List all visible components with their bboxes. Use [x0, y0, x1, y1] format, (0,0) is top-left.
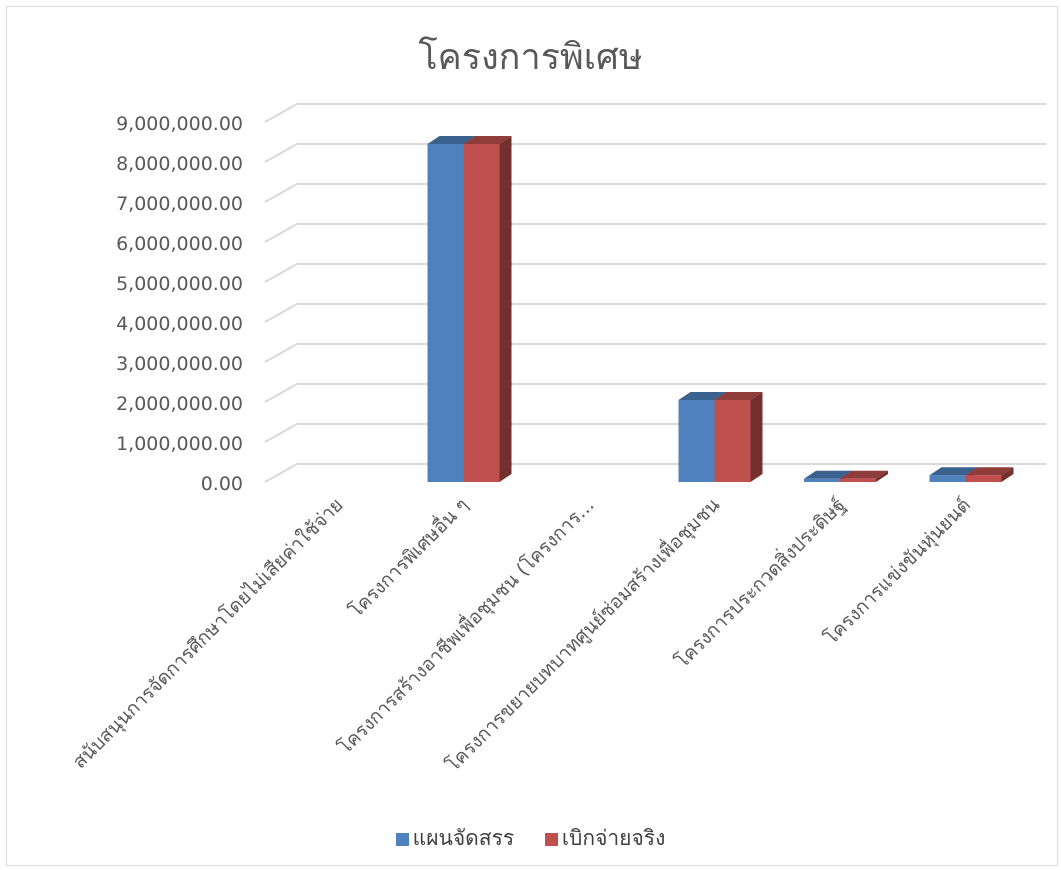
y-tick-label: 7,000,000.00 — [116, 193, 243, 215]
bar-top — [929, 467, 978, 476]
y-tick-label: 6,000,000.00 — [116, 233, 243, 255]
bar-top — [678, 392, 727, 400]
legend-item-plan: แผนจัดสรร — [395, 822, 515, 855]
bar-top — [463, 136, 512, 144]
bar — [840, 478, 876, 482]
gridline-side — [264, 463, 298, 483]
bar — [714, 400, 751, 482]
bar-side — [1001, 467, 1014, 482]
legend-swatch-plan — [395, 833, 409, 846]
bar-top — [427, 136, 476, 144]
x-tick-label: โครงการสร้างอาชีพเพื่อชุมชน (โครงการ... — [332, 492, 599, 759]
gridline-side — [264, 383, 298, 403]
y-tick-label: 1,000,000.00 — [116, 433, 243, 455]
y-tick-label: 2,000,000.00 — [116, 393, 243, 415]
gridline-side — [264, 423, 298, 443]
x-tick-label: โครงการแข่งขันหุ่นยนต์ — [819, 493, 975, 649]
y-tick-label: 4,000,000.00 — [116, 313, 243, 335]
bar — [804, 478, 840, 482]
bar-top — [840, 470, 888, 479]
bar — [965, 475, 1002, 482]
y-tick-label: 5,000,000.00 — [116, 273, 243, 295]
gridline-side — [264, 303, 298, 323]
gridline-side — [264, 223, 298, 243]
gridline-side — [264, 263, 298, 283]
legend-item-actual: เบิกจ่ายจริง — [544, 822, 666, 855]
legend-label-actual: เบิกจ่ายจริง — [561, 826, 666, 850]
bar — [678, 400, 715, 482]
y-tick-label: 3,000,000.00 — [116, 353, 243, 375]
legend-swatch-actual — [544, 833, 558, 846]
legend-label-plan: แผนจัดสรร — [412, 826, 515, 850]
x-tick-label: สนับสนุนการจัดการศึกษาโดยไม่เสียค่าใช้จ่… — [68, 493, 348, 773]
bar-side — [499, 136, 512, 482]
x-tick-label: โครงการขยายบทบาทศูนย์ซ่อมสร้างเพื่อชุมชน — [440, 492, 725, 777]
x-tick-label: โครงการพิเศษอื่น ๆ — [343, 492, 473, 622]
bar — [929, 475, 966, 482]
gridline-side — [264, 143, 298, 163]
bar-top — [965, 467, 1014, 476]
bar-top — [804, 470, 852, 479]
y-tick-label: 9,000,000.00 — [116, 113, 243, 135]
gridline-side — [264, 183, 298, 203]
gridline-side — [264, 103, 298, 123]
bar-side — [876, 470, 888, 482]
bar-side — [750, 392, 763, 482]
bar — [463, 144, 500, 482]
chart-legend: แผนจัดสรร เบิกจ่ายจริง — [0, 822, 1061, 855]
y-tick-label: 8,000,000.00 — [116, 153, 243, 175]
chart-title: โครงการพิเศษ — [418, 37, 643, 78]
chart-frame — [6, 6, 1058, 866]
bar-top — [714, 392, 763, 400]
gridline-side — [264, 343, 298, 363]
y-tick-label: 0.00 — [201, 473, 243, 495]
bar — [427, 144, 464, 482]
